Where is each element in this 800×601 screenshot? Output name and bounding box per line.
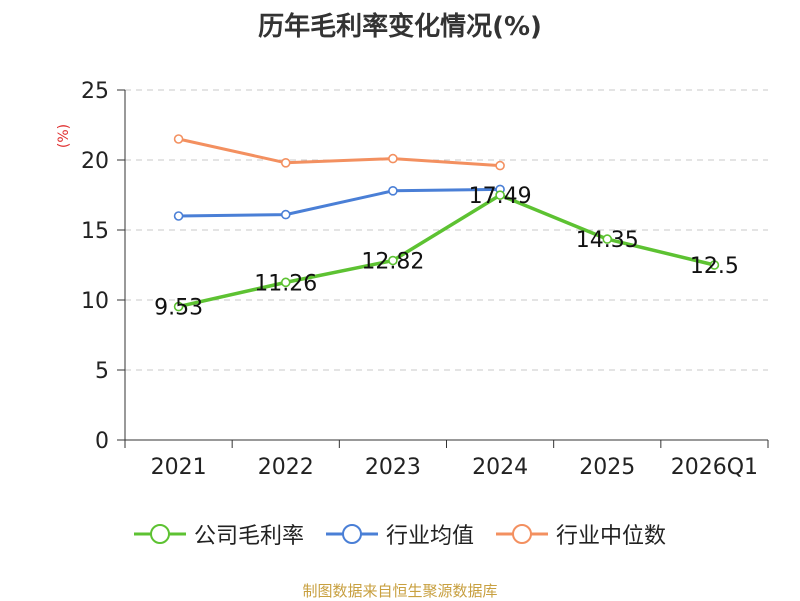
data-point	[173, 134, 184, 144]
legend-label: 行业均值	[385, 524, 474, 549]
series-line-0	[178, 193, 715, 309]
data-point	[173, 211, 184, 221]
x-tick-label: 2025	[579, 455, 635, 480]
legend-circle	[149, 524, 170, 544]
series-line-2	[178, 137, 501, 168]
data-point	[280, 158, 291, 168]
chart-title: 历年毛利率变化情况(%)	[258, 12, 542, 42]
legend-marker-icon	[133, 524, 186, 544]
series-lines	[173, 134, 720, 312]
data-point	[602, 234, 613, 244]
grid-lines	[125, 89, 768, 371]
x-tick-label: 2026Q1	[671, 455, 758, 480]
y-tick-label: 0	[95, 429, 109, 454]
source-note: 制图数据来自恒生聚源数据库	[302, 582, 498, 600]
data-point	[495, 160, 505, 171]
data-point	[388, 255, 398, 266]
y-tick-label: 20	[81, 149, 109, 174]
y-tick-label: 5	[95, 359, 109, 384]
data-point	[280, 277, 291, 288]
data-point	[495, 190, 505, 200]
legend-circle	[512, 524, 532, 544]
data-point	[709, 260, 720, 270]
data-label: 9.53	[154, 296, 203, 321]
x-tick-label: 2023	[365, 455, 421, 480]
data-point	[173, 301, 184, 312]
y-tick-label: 10	[81, 289, 109, 314]
legend-marker-icon	[325, 524, 378, 544]
legend-label: 公司毛利率	[193, 524, 304, 549]
x-tick-label: 2022	[258, 455, 314, 480]
data-label: 14.35	[576, 228, 639, 253]
y-tick-label: 25	[81, 79, 109, 104]
data-label: 17.49	[469, 184, 532, 209]
x-tick-label: 2024	[472, 455, 528, 480]
data-label: 12.5	[690, 254, 739, 279]
series-line-1	[178, 187, 501, 218]
data-label: 11.26	[254, 271, 317, 296]
legend-item-1[interactable]: 行业均值	[325, 518, 474, 550]
data-point	[280, 209, 291, 220]
legend-marker-icon	[496, 524, 548, 544]
legend-item-0[interactable]: 公司毛利率	[133, 518, 304, 550]
data-label: 12.82	[361, 250, 424, 275]
data-labels: 9.53 11.26 12.82 17.49 14.35 12.5	[154, 184, 739, 320]
legend-item-2[interactable]: 行业中位数	[496, 518, 666, 550]
data-point	[388, 153, 398, 164]
legend-circle	[341, 524, 362, 544]
legend-label: 行业中位数	[556, 524, 667, 549]
x-tick-label: 2021	[151, 455, 207, 480]
y-tick-label: 15	[81, 219, 109, 244]
data-point	[388, 186, 398, 196]
legend: 公司毛利率 行业均值 行业中位数	[0, 518, 800, 550]
